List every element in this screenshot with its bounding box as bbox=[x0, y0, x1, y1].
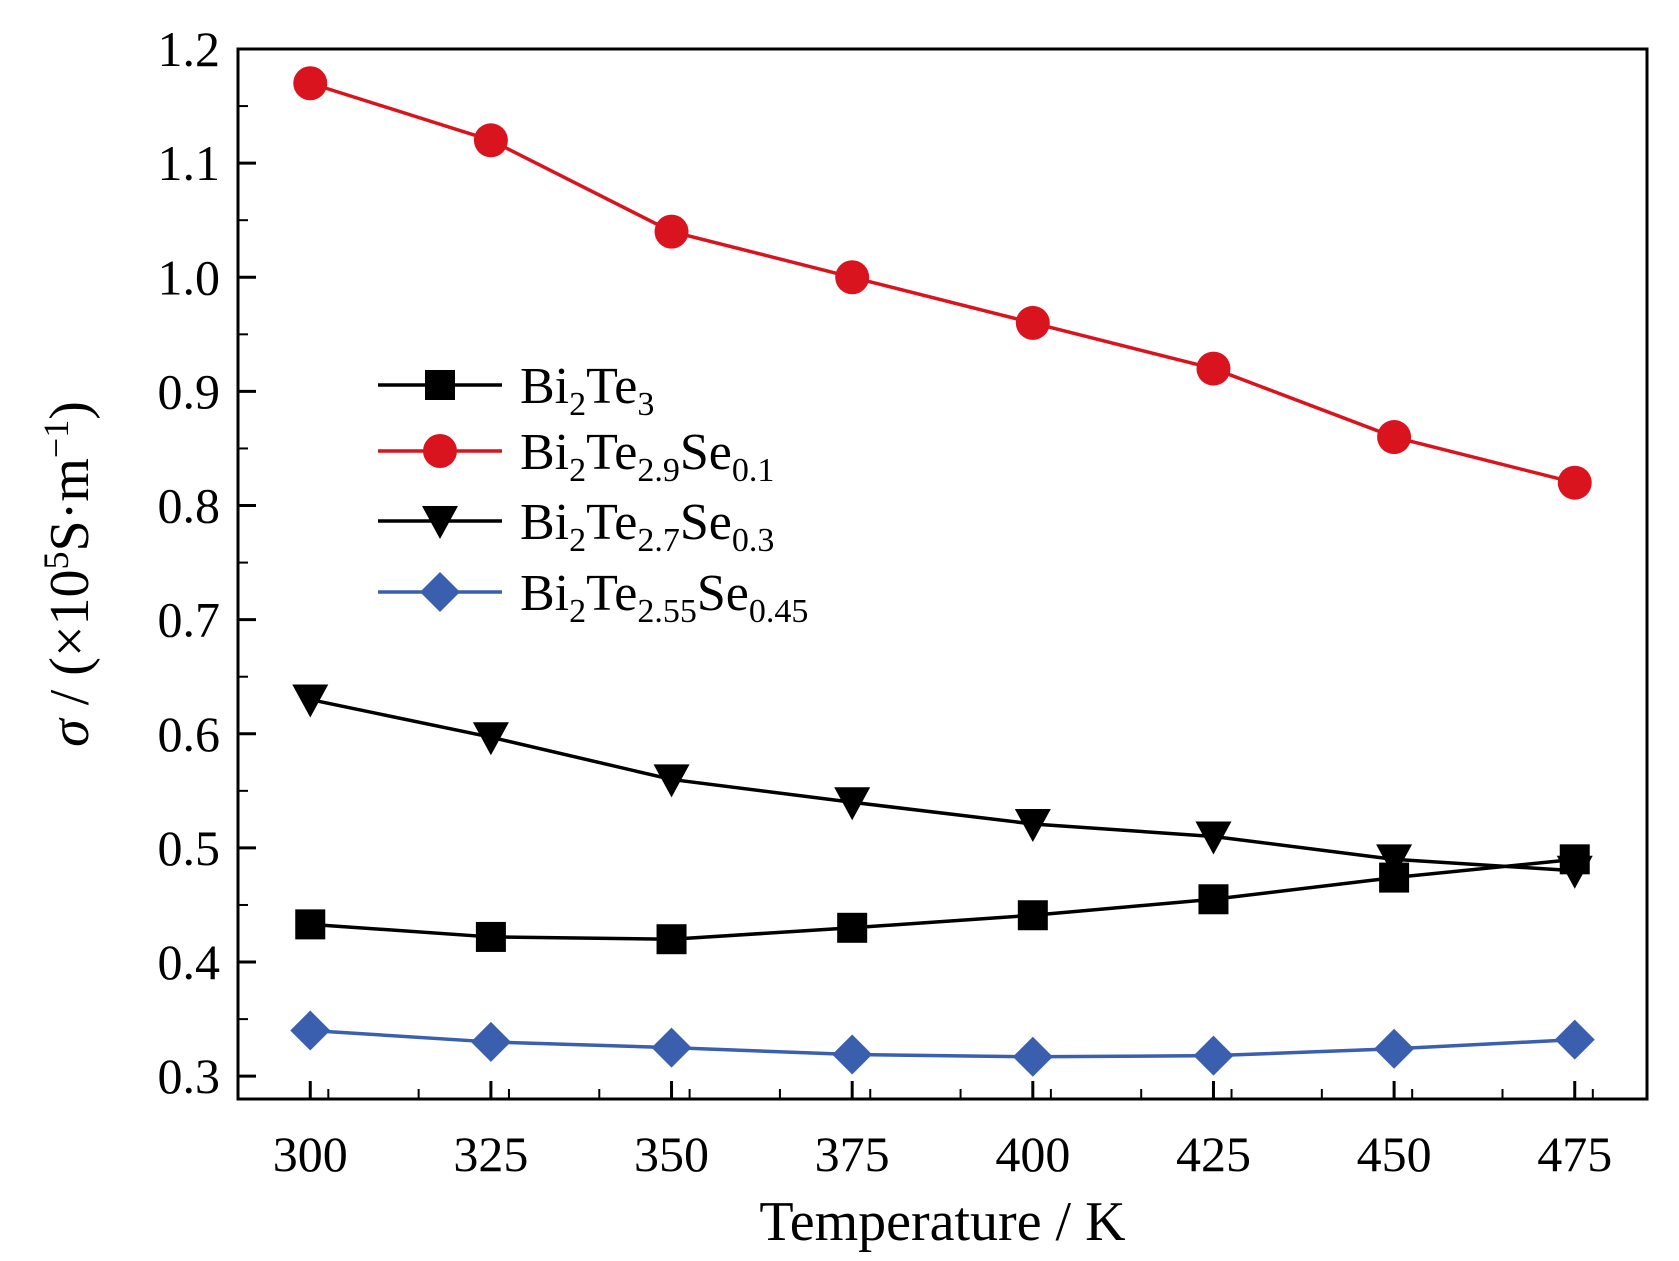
data-point bbox=[1556, 855, 1593, 889]
y-tick-label: 0.5 bbox=[158, 820, 221, 876]
data-point bbox=[651, 1027, 692, 1068]
data-point bbox=[834, 787, 871, 821]
legend-marker bbox=[422, 506, 458, 539]
y-tick-label: 0.8 bbox=[158, 478, 221, 534]
data-point bbox=[473, 123, 508, 158]
legend-marker bbox=[423, 434, 457, 468]
data-point bbox=[1012, 1036, 1053, 1077]
x-tick-label: 325 bbox=[453, 1126, 528, 1182]
data-point bbox=[1374, 1028, 1415, 1069]
legend-item: Bi2Te2.9Se0.1 bbox=[378, 424, 774, 489]
y-tick-label: 1.2 bbox=[158, 21, 221, 77]
data-point bbox=[656, 924, 687, 955]
plot-frame bbox=[236, 47, 1649, 1101]
legend-item: Bi2Te2.55Se0.45 bbox=[378, 565, 808, 630]
legend-item: Bi2Te3 bbox=[378, 358, 654, 423]
x-tick-label: 475 bbox=[1537, 1126, 1612, 1182]
series-line bbox=[310, 857, 1575, 941]
data-point bbox=[1554, 1019, 1595, 1060]
x-tick-label: 375 bbox=[815, 1126, 890, 1182]
x-tick-label: 425 bbox=[1176, 1126, 1251, 1182]
data-point bbox=[654, 214, 689, 249]
x-axis-title: Temperature / K bbox=[759, 1191, 1125, 1253]
series-line bbox=[310, 1028, 1575, 1059]
series-1 bbox=[295, 844, 1590, 955]
x-tick-label: 400 bbox=[995, 1126, 1070, 1182]
legend-label: Bi2Te3 bbox=[520, 358, 654, 423]
data-point bbox=[1195, 821, 1232, 855]
y-tick-label: 0.4 bbox=[158, 934, 221, 990]
series-3 bbox=[292, 684, 1593, 889]
series-2 bbox=[293, 66, 1592, 500]
data-point bbox=[1557, 465, 1592, 500]
data-point bbox=[835, 260, 870, 295]
x-tick-label: 450 bbox=[1357, 1126, 1432, 1182]
legend-item: Bi2Te2.7Se0.3 bbox=[378, 494, 774, 559]
y-tick-label: 0.3 bbox=[158, 1048, 221, 1104]
data-point bbox=[1014, 808, 1051, 842]
data-point bbox=[653, 764, 690, 798]
data-point bbox=[1376, 844, 1413, 878]
data-point bbox=[293, 66, 328, 101]
data-point bbox=[1193, 1035, 1234, 1076]
legend-label: Bi2Te2.9Se0.1 bbox=[520, 424, 774, 489]
data-point bbox=[1015, 305, 1050, 340]
data-point bbox=[290, 1010, 331, 1051]
data-point bbox=[1196, 351, 1231, 386]
legend-marker bbox=[420, 572, 460, 612]
legend-marker bbox=[425, 370, 455, 400]
x-tick-label: 350 bbox=[634, 1126, 709, 1182]
series-line bbox=[309, 697, 1575, 873]
y-tick-label: 0.7 bbox=[158, 592, 221, 648]
series-layer bbox=[290, 66, 1595, 1077]
y-tick-label: 0.6 bbox=[158, 706, 221, 762]
legend-label: Bi2Te2.7Se0.3 bbox=[520, 494, 774, 559]
legend-label: Bi2Te2.55Se0.45 bbox=[520, 565, 808, 630]
data-point bbox=[1198, 884, 1229, 915]
axes-layer: 300 325 350 375 400 425 450 475 0.3 0.4 0.5 0.6 0.7 0… bbox=[158, 21, 1649, 1182]
data-point bbox=[292, 684, 329, 718]
data-point bbox=[470, 1021, 511, 1062]
y-axis-title: σ / (×105S·m−1) bbox=[36, 401, 101, 747]
y-tick-label: 0.9 bbox=[158, 363, 221, 419]
data-point bbox=[475, 921, 506, 952]
data-point bbox=[832, 1034, 873, 1075]
data-point bbox=[1377, 420, 1412, 455]
y-tick-label: 1.0 bbox=[158, 249, 221, 305]
y-tick-label: 1.1 bbox=[158, 135, 221, 191]
data-point bbox=[1017, 900, 1048, 931]
data-point bbox=[295, 909, 326, 940]
data-point bbox=[837, 912, 868, 943]
series-line bbox=[309, 81, 1576, 485]
series-4 bbox=[290, 1010, 1595, 1077]
x-tick-label: 300 bbox=[273, 1126, 348, 1182]
data-point bbox=[472, 722, 509, 756]
legend: Bi2Te3Bi2Te2.9Se0.1Bi2Te2.7Se0.3Bi2Te2.5… bbox=[378, 358, 808, 630]
